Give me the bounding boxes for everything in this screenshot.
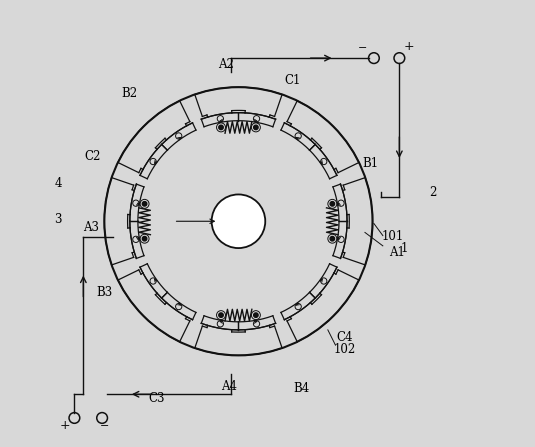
Circle shape	[330, 202, 334, 206]
Text: C2: C2	[84, 150, 101, 163]
Text: A3: A3	[83, 221, 99, 235]
Text: B2: B2	[121, 87, 137, 101]
Text: B3: B3	[96, 286, 112, 299]
Text: 2: 2	[429, 186, 437, 199]
Text: 3: 3	[55, 212, 62, 226]
Text: 101: 101	[381, 230, 404, 244]
Circle shape	[254, 125, 258, 130]
Text: A1: A1	[389, 246, 405, 259]
Text: 102: 102	[333, 343, 356, 356]
Text: −: −	[358, 43, 368, 53]
Circle shape	[330, 236, 334, 241]
Text: B4: B4	[293, 382, 309, 396]
Circle shape	[212, 194, 265, 248]
Text: A2: A2	[218, 58, 234, 72]
Text: C4: C4	[337, 331, 353, 344]
Text: +: +	[404, 40, 415, 53]
Text: +: +	[59, 419, 70, 432]
Text: 4: 4	[55, 177, 62, 190]
Circle shape	[219, 125, 223, 130]
Circle shape	[142, 202, 147, 206]
Text: −: −	[100, 421, 109, 430]
Text: A4: A4	[221, 380, 238, 393]
Text: C1: C1	[284, 74, 301, 87]
Circle shape	[142, 236, 147, 241]
Text: C3: C3	[149, 392, 165, 405]
Circle shape	[254, 313, 258, 317]
Text: 1: 1	[400, 241, 408, 255]
Circle shape	[219, 313, 223, 317]
Text: B1: B1	[362, 156, 378, 170]
